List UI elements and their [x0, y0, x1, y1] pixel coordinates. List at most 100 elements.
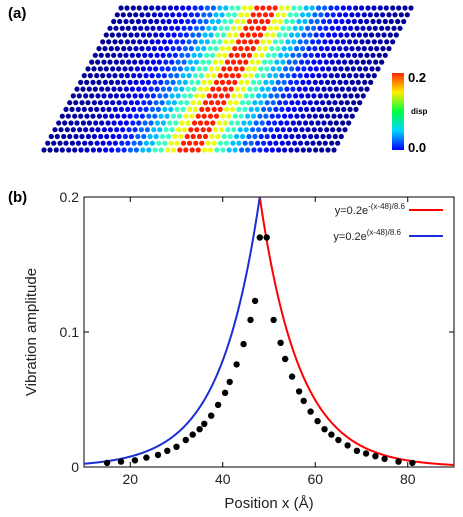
atom [96, 46, 102, 52]
atom [206, 93, 212, 99]
atom [334, 5, 340, 11]
atom [242, 140, 248, 146]
atom [170, 113, 177, 119]
atom [212, 59, 218, 65]
atom [266, 39, 272, 45]
atom [341, 73, 347, 79]
atom [191, 86, 197, 92]
atom [123, 18, 129, 25]
atom [102, 113, 108, 119]
atom [153, 100, 159, 106]
data-point [307, 408, 314, 415]
atom [333, 86, 339, 92]
atom [226, 147, 232, 153]
atom [328, 39, 334, 45]
atom [118, 73, 124, 79]
atom [282, 147, 288, 153]
atom [145, 46, 151, 52]
atom [162, 140, 168, 146]
atom [245, 32, 251, 38]
atom [366, 25, 372, 31]
atom [385, 25, 391, 31]
atom [120, 93, 126, 99]
atom [230, 140, 236, 146]
atom [250, 46, 256, 52]
atom [156, 25, 162, 31]
atom [236, 140, 242, 146]
atom [297, 39, 303, 45]
atom [129, 86, 135, 92]
atom [321, 18, 327, 25]
atom [181, 127, 188, 133]
atom [231, 12, 238, 18]
atom [201, 12, 207, 18]
atom [365, 73, 371, 79]
atom [211, 106, 217, 112]
atom [201, 46, 207, 52]
atom [257, 113, 263, 119]
atom [207, 113, 214, 119]
atom [140, 147, 146, 153]
atom [364, 86, 370, 92]
atom [196, 66, 202, 72]
atom [141, 133, 147, 140]
atom [247, 5, 254, 11]
atom [131, 73, 137, 79]
atom [297, 73, 303, 79]
atom [195, 147, 201, 153]
atom [231, 93, 237, 99]
atom [388, 18, 394, 25]
atom [361, 12, 367, 18]
atom [248, 140, 254, 146]
atom [229, 73, 236, 79]
atom [258, 100, 264, 106]
atom [95, 59, 101, 65]
atom [227, 66, 233, 72]
atom [379, 25, 385, 31]
atom [275, 12, 281, 18]
atom [137, 106, 143, 112]
atom [139, 46, 145, 52]
atom [59, 147, 65, 153]
atom [337, 46, 343, 52]
atom [154, 52, 160, 58]
atom [272, 39, 279, 45]
atom [226, 113, 232, 119]
atom [302, 18, 308, 25]
atom [278, 5, 285, 11]
atom [344, 66, 350, 72]
atom [125, 140, 131, 146]
atom [271, 133, 277, 140]
data-point [344, 442, 351, 449]
atom [150, 93, 156, 99]
atom [280, 93, 286, 99]
atom [117, 120, 123, 126]
atom [89, 127, 95, 133]
atom [184, 66, 190, 72]
data-point [214, 401, 222, 409]
atom [264, 66, 270, 72]
atom [138, 93, 144, 99]
atom [294, 147, 300, 153]
atom [94, 106, 100, 112]
atom [327, 52, 333, 58]
atom [112, 106, 118, 112]
atom [128, 133, 134, 140]
atom [207, 46, 213, 52]
legend-label: y=0.2e-(x-48)/8.6 [335, 202, 406, 217]
atom [352, 52, 358, 58]
atom [174, 140, 180, 146]
atom [162, 25, 168, 31]
atom [289, 100, 295, 106]
atom [195, 113, 201, 119]
atom [121, 46, 127, 52]
atom [250, 12, 256, 18]
atom [306, 113, 312, 119]
atom [152, 147, 158, 153]
atom [239, 147, 245, 153]
atom [333, 120, 339, 126]
atom [354, 93, 360, 99]
atom [155, 106, 161, 112]
data-point [256, 234, 263, 241]
atom [164, 147, 171, 153]
